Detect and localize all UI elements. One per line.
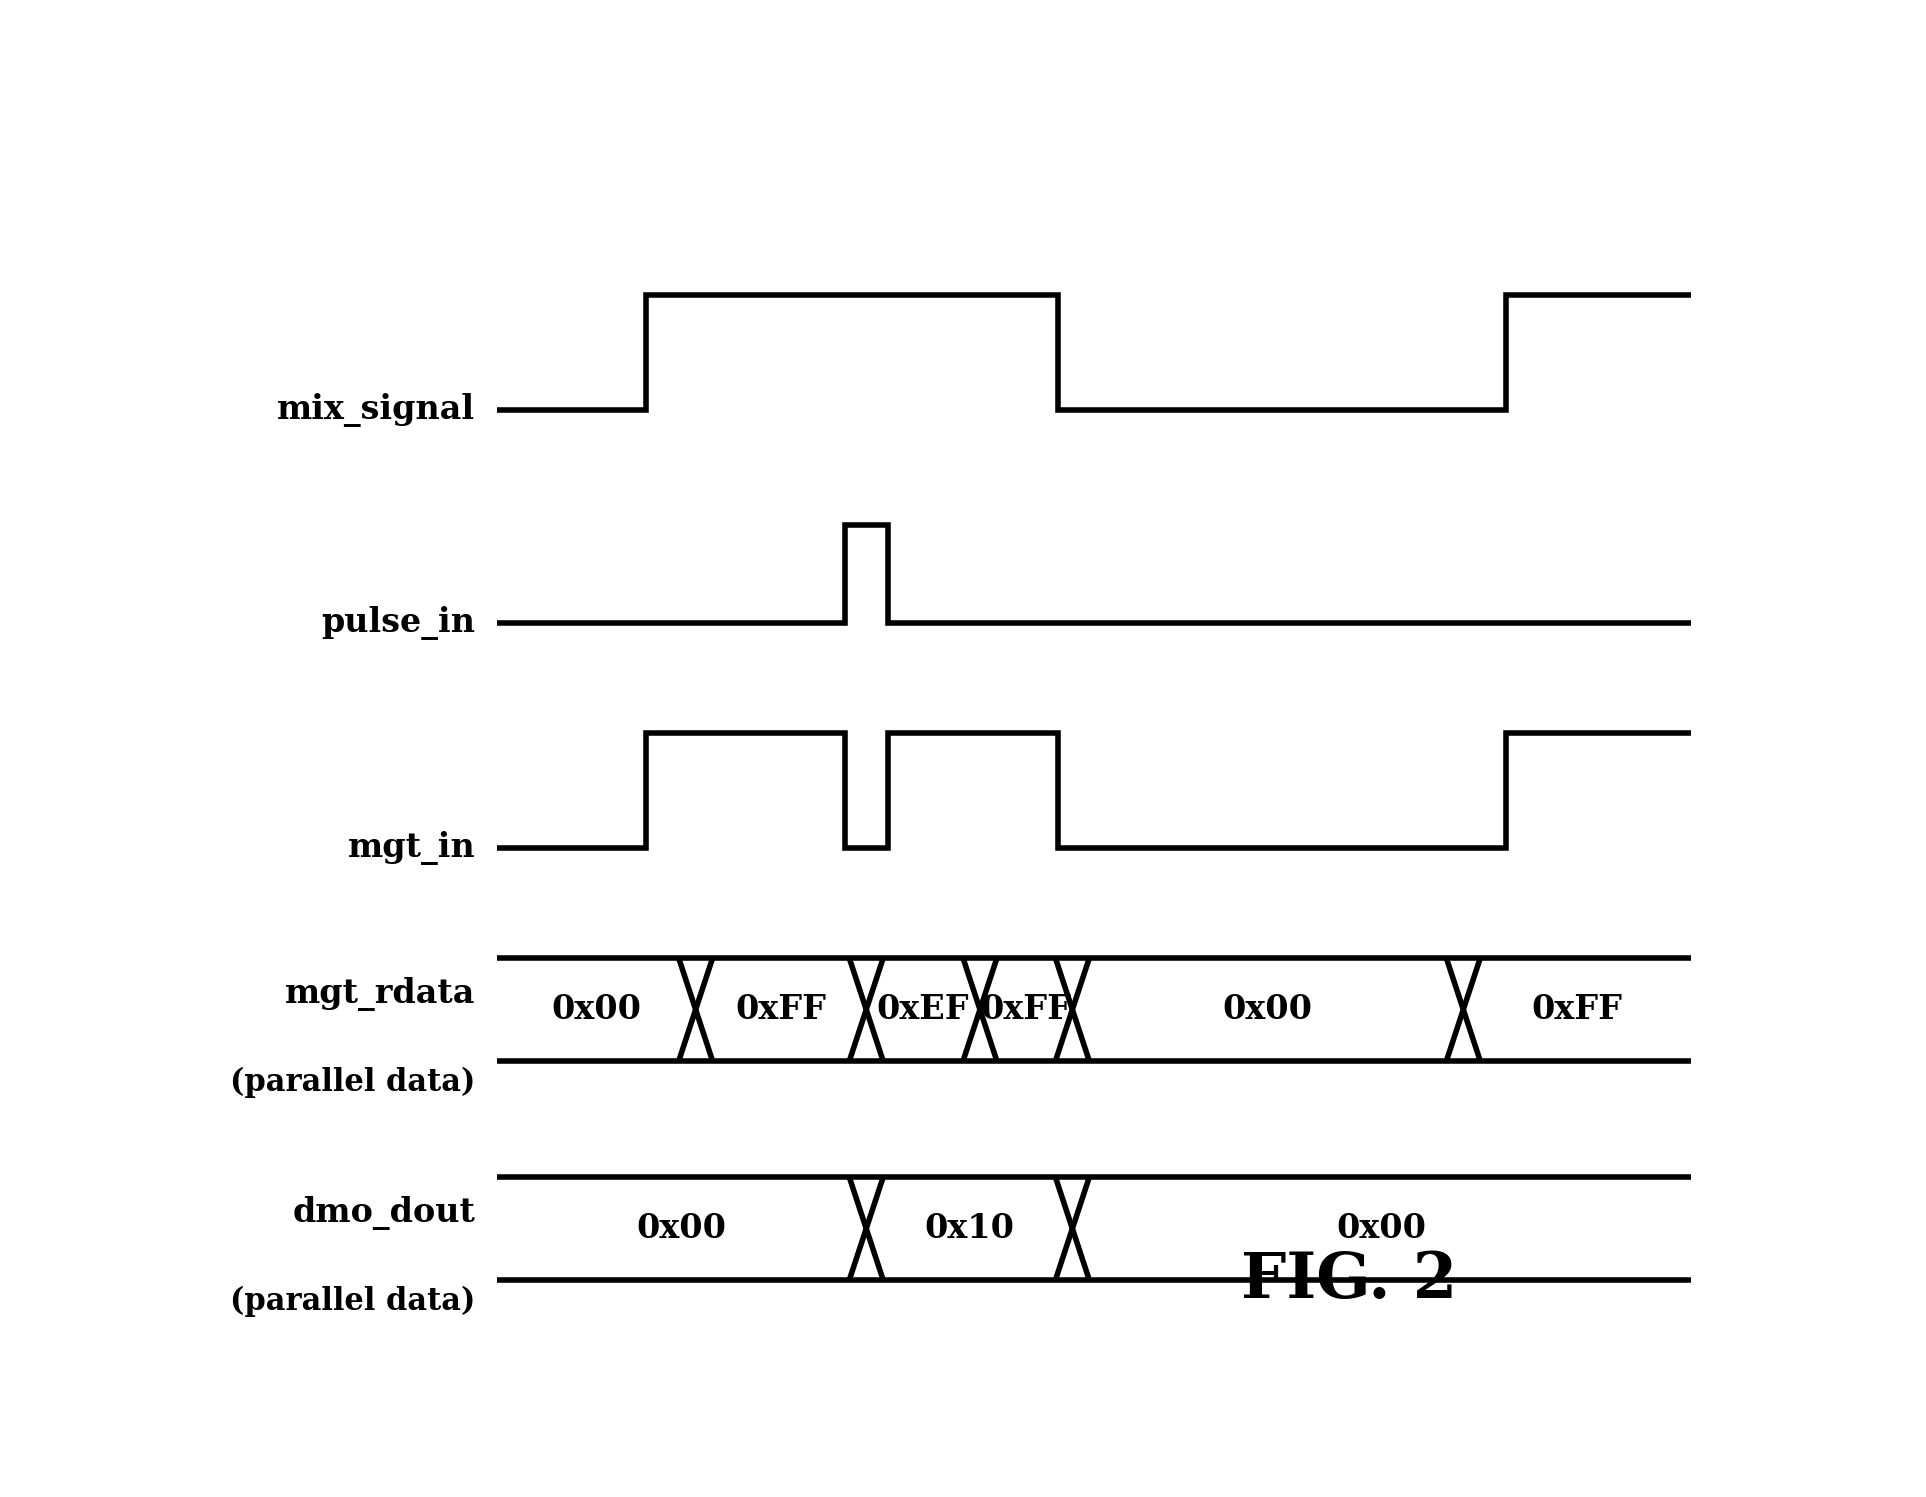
Text: 0x00: 0x00 [1223,993,1314,1025]
Text: 0x00: 0x00 [551,993,641,1025]
Text: (parallel data): (parallel data) [229,1286,476,1317]
Text: 0xEF: 0xEF [876,993,969,1025]
Text: 0x00: 0x00 [1337,1213,1427,1246]
Text: 0x00: 0x00 [636,1213,726,1246]
Text: mgt_rdata: mgt_rdata [285,978,476,1010]
Text: 0xFF: 0xFF [736,993,826,1025]
Text: pulse_in: pulse_in [322,606,476,641]
Text: 0xFF: 0xFF [1531,993,1622,1025]
Text: 0xFF: 0xFF [980,993,1071,1025]
Text: mgt_in: mgt_in [347,831,476,865]
Text: (parallel data): (parallel data) [229,1066,476,1097]
Text: dmo_dout: dmo_dout [293,1196,476,1231]
Text: mix_signal: mix_signal [277,394,476,427]
Text: 0x10: 0x10 [924,1213,1015,1246]
Text: FIG. 2: FIG. 2 [1242,1250,1458,1311]
